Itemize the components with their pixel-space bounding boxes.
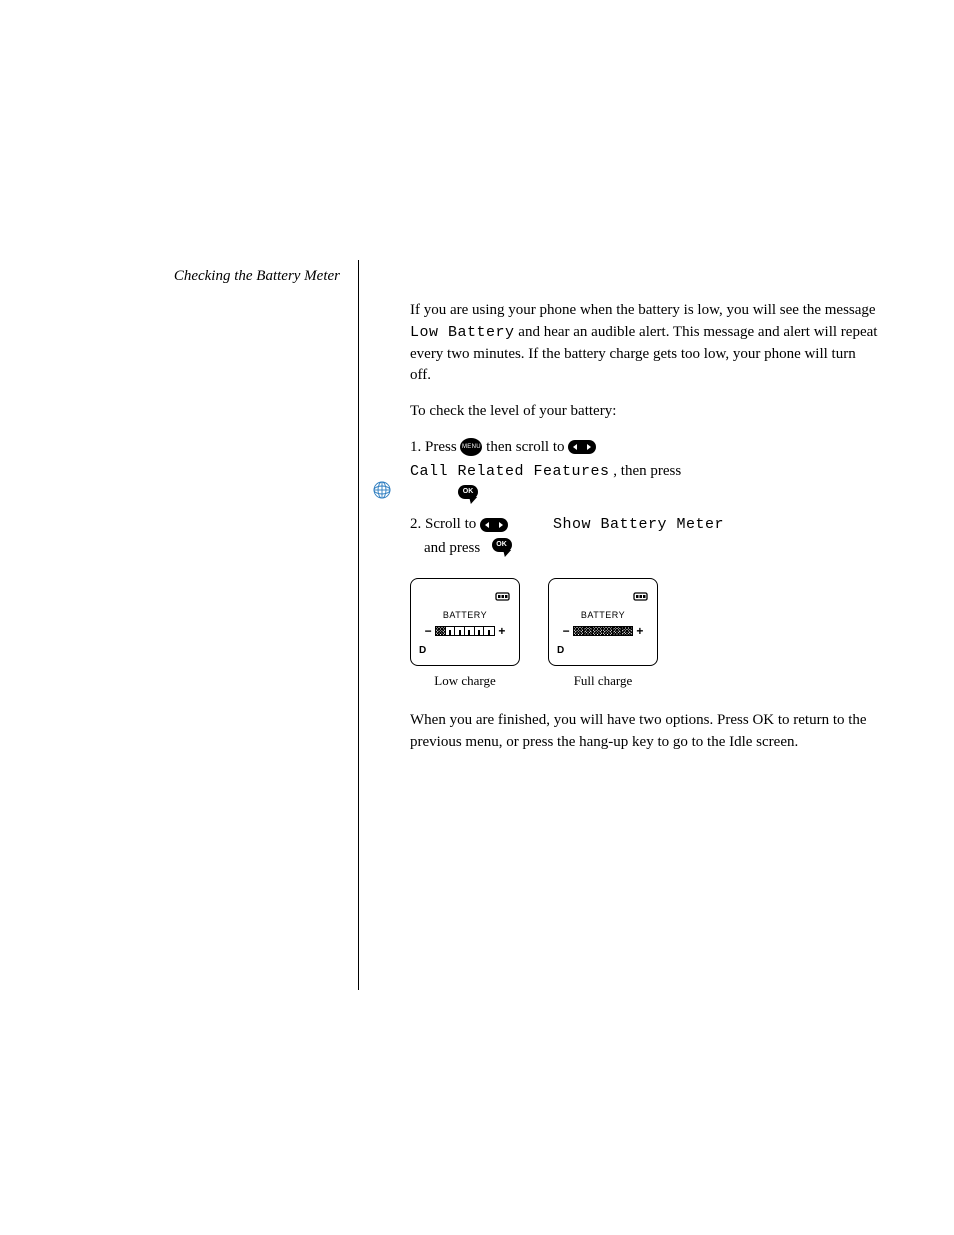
screen-right-wrap: BATTERY − + D	[548, 578, 658, 691]
step-1c: OK	[410, 484, 880, 506]
low-battery-message: Low Battery	[410, 324, 515, 341]
corner-mark-2: D	[557, 644, 564, 659]
step-1: 1. Press MENU then scroll to	[410, 437, 880, 459]
globe-icon	[373, 481, 391, 504]
step2-mid: and press	[424, 540, 480, 556]
menu-option-call-related: Call Related Features	[410, 463, 610, 480]
scroll-button-icon-2	[480, 518, 508, 532]
minus-sign: −	[425, 624, 432, 638]
battery-meter-low	[435, 626, 495, 636]
meter-row-full: − +	[549, 623, 657, 640]
menu-option-show-meter: Show Battery Meter	[553, 516, 724, 533]
scroll-button-icon	[568, 440, 596, 454]
phone-screen-full: BATTERY − + D	[548, 578, 658, 666]
step-2b: and press OK	[410, 538, 880, 560]
side-heading: Checking the Battery Meter	[0, 268, 340, 285]
signal-icon	[495, 587, 511, 609]
steps: 1. Press MENU then scroll to Call Relate…	[410, 437, 880, 560]
corner-mark: D	[419, 644, 426, 659]
battery-label-2: BATTERY	[549, 609, 657, 622]
check-line: To check the level of your battery:	[410, 401, 880, 423]
signal-icon-2	[633, 587, 649, 609]
instruction-para: When you are finished, you will have two…	[410, 710, 880, 754]
page: Checking the Battery Meter If you are us…	[0, 0, 954, 1235]
intro-pre: If you are using your phone when the bat…	[410, 302, 876, 318]
step2-pre: 2. Scroll to	[410, 516, 480, 532]
menu-button-icon: MENU	[460, 438, 482, 456]
caption-full: Full charge	[548, 672, 658, 691]
plus-sign-2: +	[636, 624, 643, 638]
screens-row: BATTERY − + D	[410, 578, 880, 691]
minus-sign-2: −	[563, 624, 570, 638]
content-column: If you are using your phone when the bat…	[410, 300, 880, 768]
step1-end: , then press	[613, 463, 681, 479]
step1-pre: 1. Press	[410, 439, 460, 455]
step-2: 2. Scroll to Show Battery Meter	[410, 514, 880, 536]
ok-button-icon: OK	[458, 485, 482, 505]
step1-mid: then scroll to	[486, 439, 568, 455]
battery-meter-full	[573, 626, 633, 636]
intro-paragraph: If you are using your phone when the bat…	[410, 300, 880, 387]
section-divider	[358, 260, 359, 990]
screen-left-wrap: BATTERY − + D	[410, 578, 520, 691]
caption-low: Low charge	[410, 672, 520, 691]
battery-label: BATTERY	[411, 609, 519, 622]
step-1b: Call Related Features , then press	[410, 461, 880, 483]
plus-sign: +	[498, 624, 505, 638]
meter-row-low: − +	[411, 623, 519, 640]
ok-button-icon-2: OK	[492, 538, 516, 558]
phone-screen-low: BATTERY − + D	[410, 578, 520, 666]
